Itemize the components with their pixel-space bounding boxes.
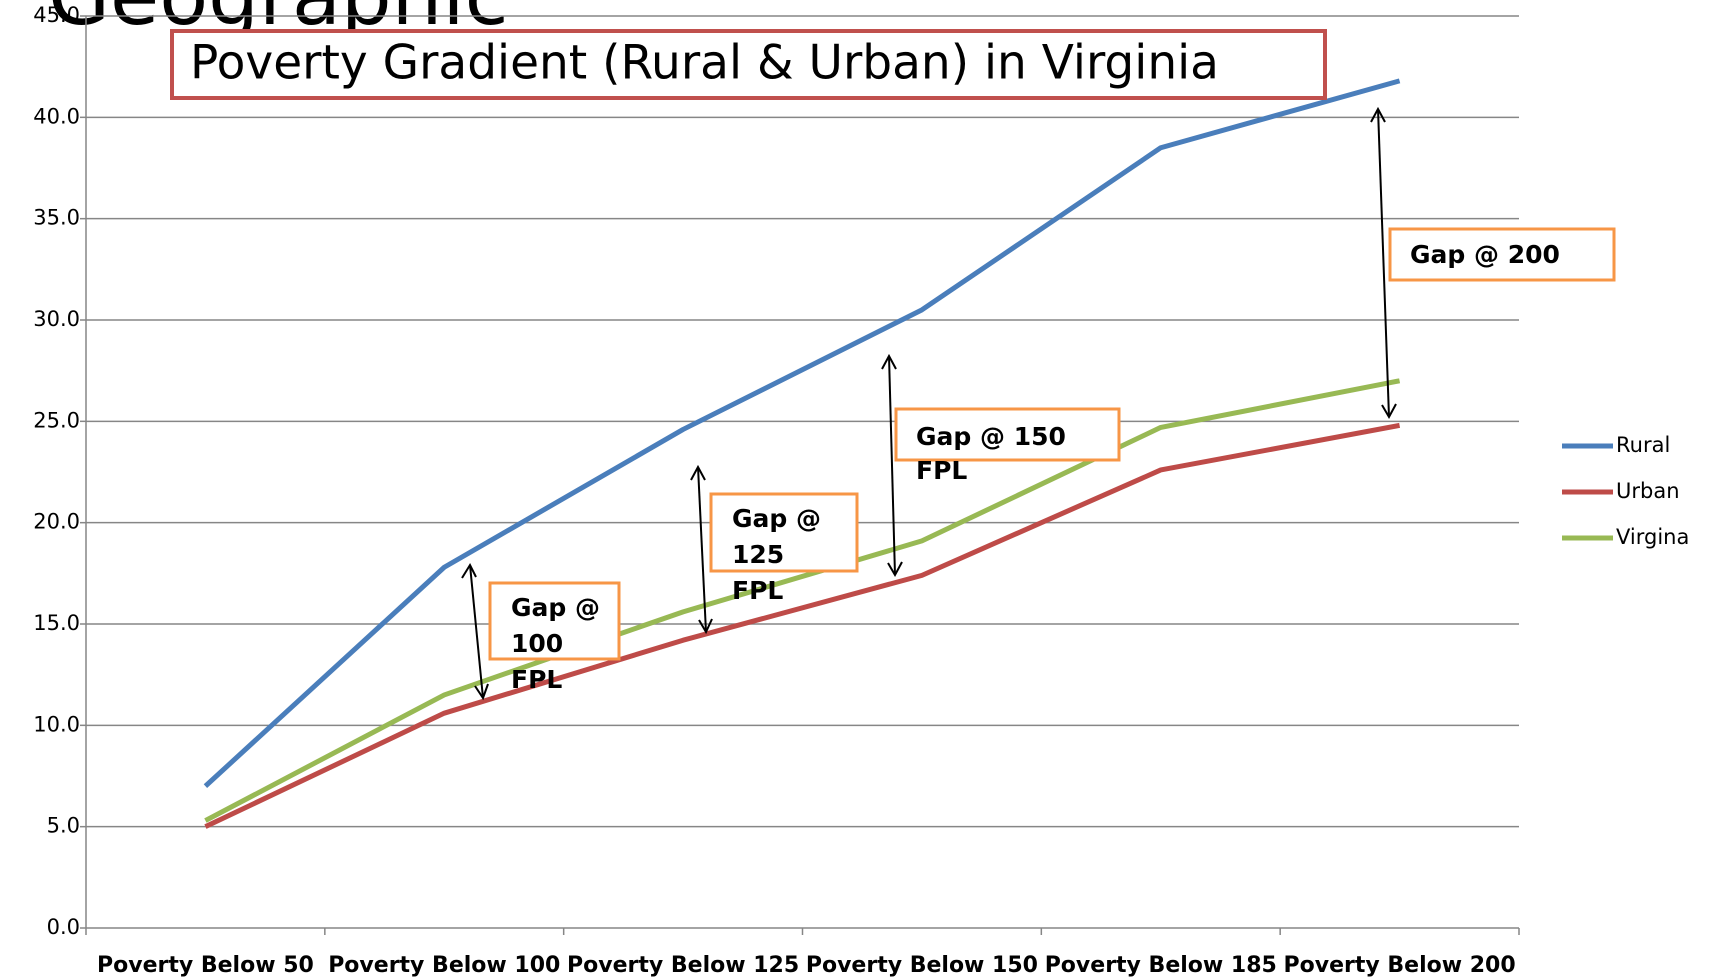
arrow-head bbox=[461, 562, 489, 701]
y-tick-label: 15.0 bbox=[33, 611, 80, 635]
y-tick-label: 5.0 bbox=[47, 814, 80, 838]
y-tick-label: 0.0 bbox=[47, 915, 80, 939]
series-line bbox=[204, 422, 1401, 829]
y-tick-label: 25.0 bbox=[33, 408, 80, 432]
annotation-text: FPL bbox=[916, 456, 967, 485]
arrow bbox=[469, 564, 484, 699]
annotation-box bbox=[488, 581, 621, 661]
annotation-box bbox=[1388, 227, 1616, 282]
title-box bbox=[170, 29, 1327, 100]
annotation-text: Gap @ bbox=[732, 504, 821, 533]
series-line bbox=[203, 78, 1401, 788]
annotation-text: Gap @ bbox=[511, 593, 600, 622]
y-tick-label: 35.0 bbox=[33, 206, 80, 230]
arrow-head bbox=[690, 464, 713, 635]
plot-area: 0.0 5.0 10.0 15.0 20.0 25.0 30.0 35.0 40.0 45.0 Po… bbox=[33, 3, 1520, 978]
legend-label: Virgina bbox=[1616, 525, 1689, 549]
annotation-text: 100 bbox=[511, 629, 563, 658]
series-line bbox=[204, 378, 1401, 823]
y-tick-label: 10.0 bbox=[33, 712, 80, 736]
y-tick-label: 30.0 bbox=[33, 307, 80, 331]
arrow-head bbox=[1370, 106, 1397, 420]
arrow bbox=[888, 355, 896, 576]
annotation-box bbox=[894, 407, 1121, 462]
arrow bbox=[697, 466, 707, 633]
annotation-text: 125 bbox=[732, 540, 784, 569]
annotation-text: Gap @ 200 bbox=[1410, 240, 1560, 269]
x-tick-label: Poverty Below 150 bbox=[806, 953, 1038, 978]
annotation-text: Gap @ 150 bbox=[916, 422, 1066, 451]
x-tick-label: Poverty Below 125 bbox=[567, 953, 799, 978]
y-tick-label: 40.0 bbox=[33, 104, 80, 128]
x-tick-label: Poverty Below 185 bbox=[1045, 953, 1277, 978]
arrow-head bbox=[881, 353, 903, 578]
arrow bbox=[1377, 108, 1390, 418]
y-tick-label: 20.0 bbox=[33, 510, 80, 534]
legend-label: Urban bbox=[1616, 479, 1680, 503]
x-tick-label: Poverty Below 200 bbox=[1284, 953, 1516, 978]
chart-title: Poverty Gradient (Rural & Urban) in Virg… bbox=[190, 36, 1219, 91]
gap-arrows bbox=[461, 106, 1397, 701]
y-tick-label: 45.0 bbox=[33, 3, 80, 27]
x-tick-label: Poverty Below 50 bbox=[97, 953, 314, 978]
x-tick-label: Poverty Below 100 bbox=[328, 953, 560, 978]
annotation-box bbox=[709, 492, 859, 573]
annotation-text: FPL bbox=[511, 665, 562, 694]
annotation-text: FPL bbox=[732, 576, 783, 605]
legend-label: Rural bbox=[1616, 433, 1670, 457]
